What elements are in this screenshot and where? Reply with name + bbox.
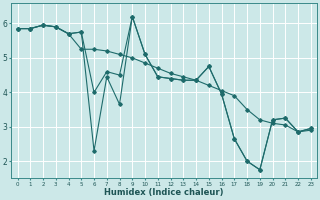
X-axis label: Humidex (Indice chaleur): Humidex (Indice chaleur) [104,188,224,197]
